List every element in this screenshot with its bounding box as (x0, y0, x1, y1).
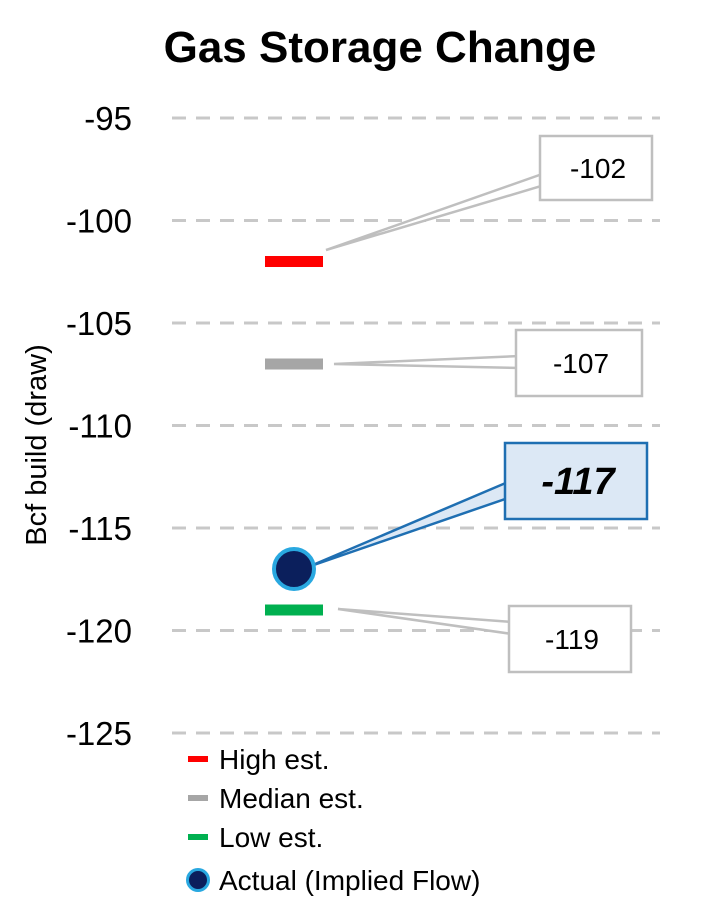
legend-label: High est. (219, 744, 330, 775)
estimate-dash (265, 358, 323, 370)
callout-box (503, 441, 649, 521)
y-tick-label: -120 (66, 613, 132, 650)
callout-box (507, 604, 633, 674)
y-tick-label: -95 (84, 100, 132, 137)
callout-box (514, 328, 644, 398)
data-label: -119 (545, 624, 599, 655)
y-axis-ticks: -95 -100 -105 -110 -115 -120 -125 (66, 100, 132, 752)
legend-swatch (188, 795, 208, 801)
callout-pointer (333, 354, 522, 370)
callouts: -102 -107 -119 -117 (307, 134, 654, 674)
callout-pointer (325, 170, 550, 252)
legend-swatch (188, 834, 208, 840)
y-tick-label: -115 (68, 510, 132, 547)
data-label: -107 (553, 348, 609, 379)
data-label: -117 (541, 461, 616, 503)
y-tick-label: -105 (66, 305, 132, 342)
legend: High est. Median est. Low est. Actual (Impl… (186, 744, 480, 896)
y-axis-label: Bcf build (draw) (21, 344, 53, 545)
callout-pointer (307, 480, 510, 569)
legend-label: Low est. (219, 822, 323, 853)
callout-box (538, 134, 654, 202)
data-label: -102 (570, 153, 626, 184)
data-marks (265, 256, 323, 616)
y-tick-label: -125 (66, 715, 132, 752)
estimate-dash (265, 256, 323, 267)
actual-point (272, 547, 316, 591)
legend-label: Median est. (219, 783, 364, 814)
legend-swatch (186, 868, 210, 892)
estimate-dash (265, 604, 323, 616)
legend-label: Actual (Implied Flow) (219, 865, 480, 896)
y-tick-label: -110 (68, 408, 132, 445)
chart-title: Gas Storage Change (164, 23, 597, 72)
y-tick-label: -100 (66, 203, 132, 240)
legend-swatch (188, 756, 208, 762)
